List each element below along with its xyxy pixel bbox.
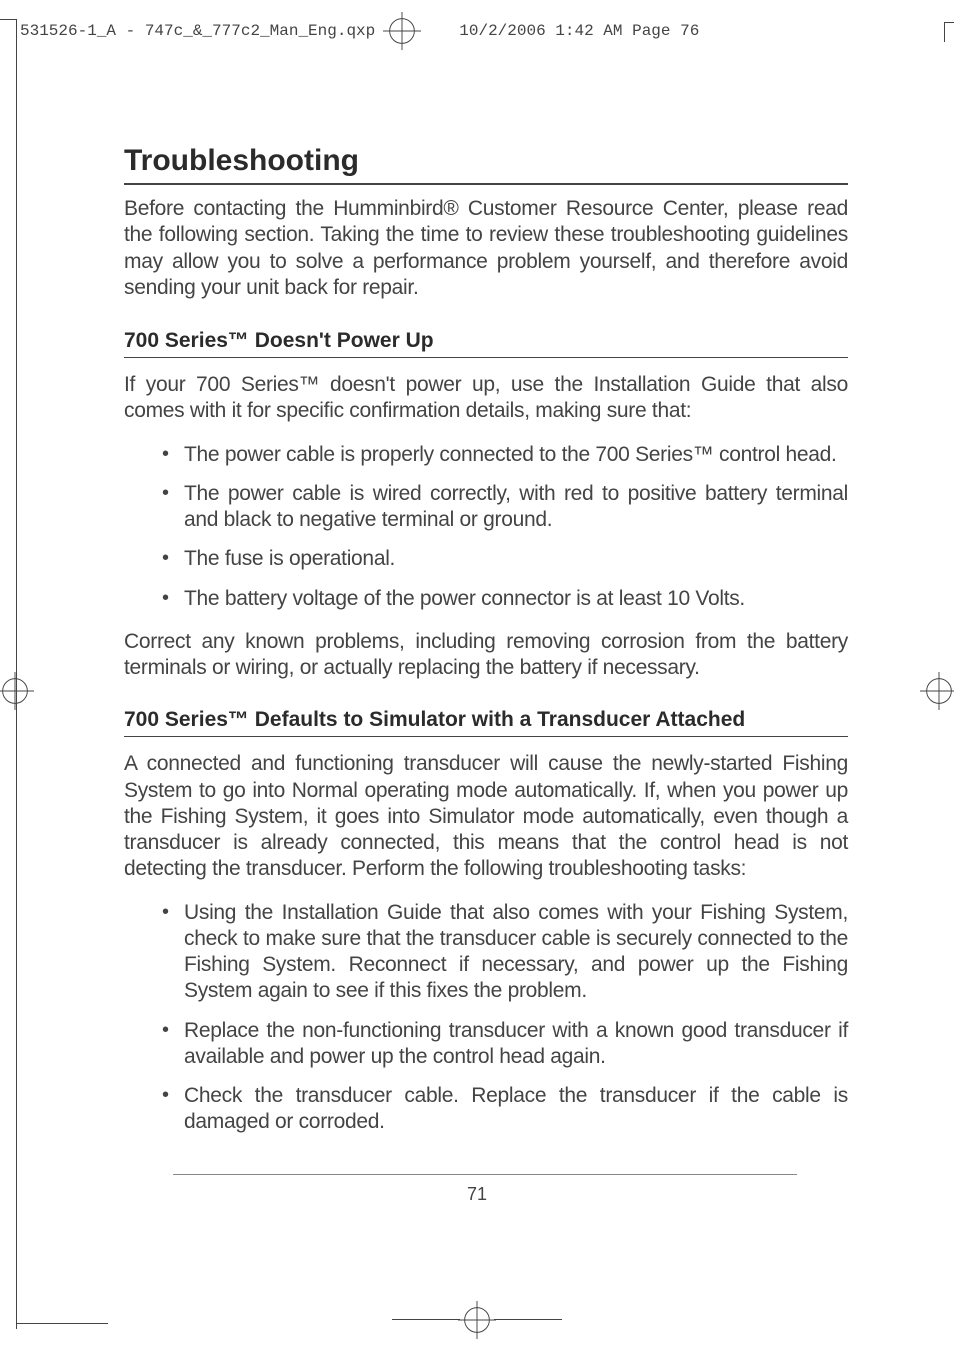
- document-header: 531526-1_A - 747c_&_777c2_Man_Eng.qxp 10…: [0, 12, 954, 50]
- bullet-item: The power cable is wired correctly, with…: [162, 481, 848, 534]
- bullet-item: The fuse is operational.: [162, 546, 848, 572]
- registration-mark-bottom-icon: [458, 1301, 496, 1339]
- crop-mark-bottom-left: [392, 1319, 460, 1320]
- section1-heading: 700 Series™ Doesn't Power Up: [124, 329, 848, 358]
- bullet-item: Replace the non-functioning transducer w…: [162, 1018, 848, 1071]
- bullet-item: The battery voltage of the power connect…: [162, 586, 848, 612]
- crop-mark-right: [944, 22, 954, 42]
- crop-mark-bottom-right: [494, 1319, 562, 1320]
- page-number: 71: [0, 1184, 954, 1205]
- crop-mark-bottom: [16, 1323, 108, 1324]
- bullet-item: Using the Installation Guide that also c…: [162, 900, 848, 1005]
- registration-mark-icon: [383, 12, 421, 50]
- intro-paragraph: Before contacting the Humminbird® Custom…: [124, 196, 848, 301]
- timestamp: 10/2/2006 1:42 AM Page 76: [459, 22, 699, 40]
- section2-heading: 700 Series™ Defaults to Simulator with a…: [124, 708, 848, 737]
- section1-bullets: The power cable is properly connected to…: [162, 442, 848, 612]
- main-heading: Troubleshooting: [124, 144, 848, 185]
- bullet-item: The power cable is properly connected to…: [162, 442, 848, 468]
- registration-mark-right-icon: [920, 672, 954, 710]
- page-content: Troubleshooting Before contacting the Hu…: [124, 144, 848, 1153]
- registration-mark-left-icon: [0, 672, 34, 710]
- footer-divider: [173, 1174, 797, 1175]
- bullet-item: Check the transducer cable. Replace the …: [162, 1083, 848, 1136]
- section1-closing: Correct any known problems, including re…: [124, 629, 848, 682]
- section1-paragraph: If your 700 Series™ doesn't power up, us…: [124, 372, 848, 425]
- section2-bullets: Using the Installation Guide that also c…: [162, 900, 848, 1136]
- section2-paragraph: A connected and functioning transducer w…: [124, 751, 848, 882]
- file-name: 531526-1_A - 747c_&_777c2_Man_Eng.qxp: [0, 22, 375, 40]
